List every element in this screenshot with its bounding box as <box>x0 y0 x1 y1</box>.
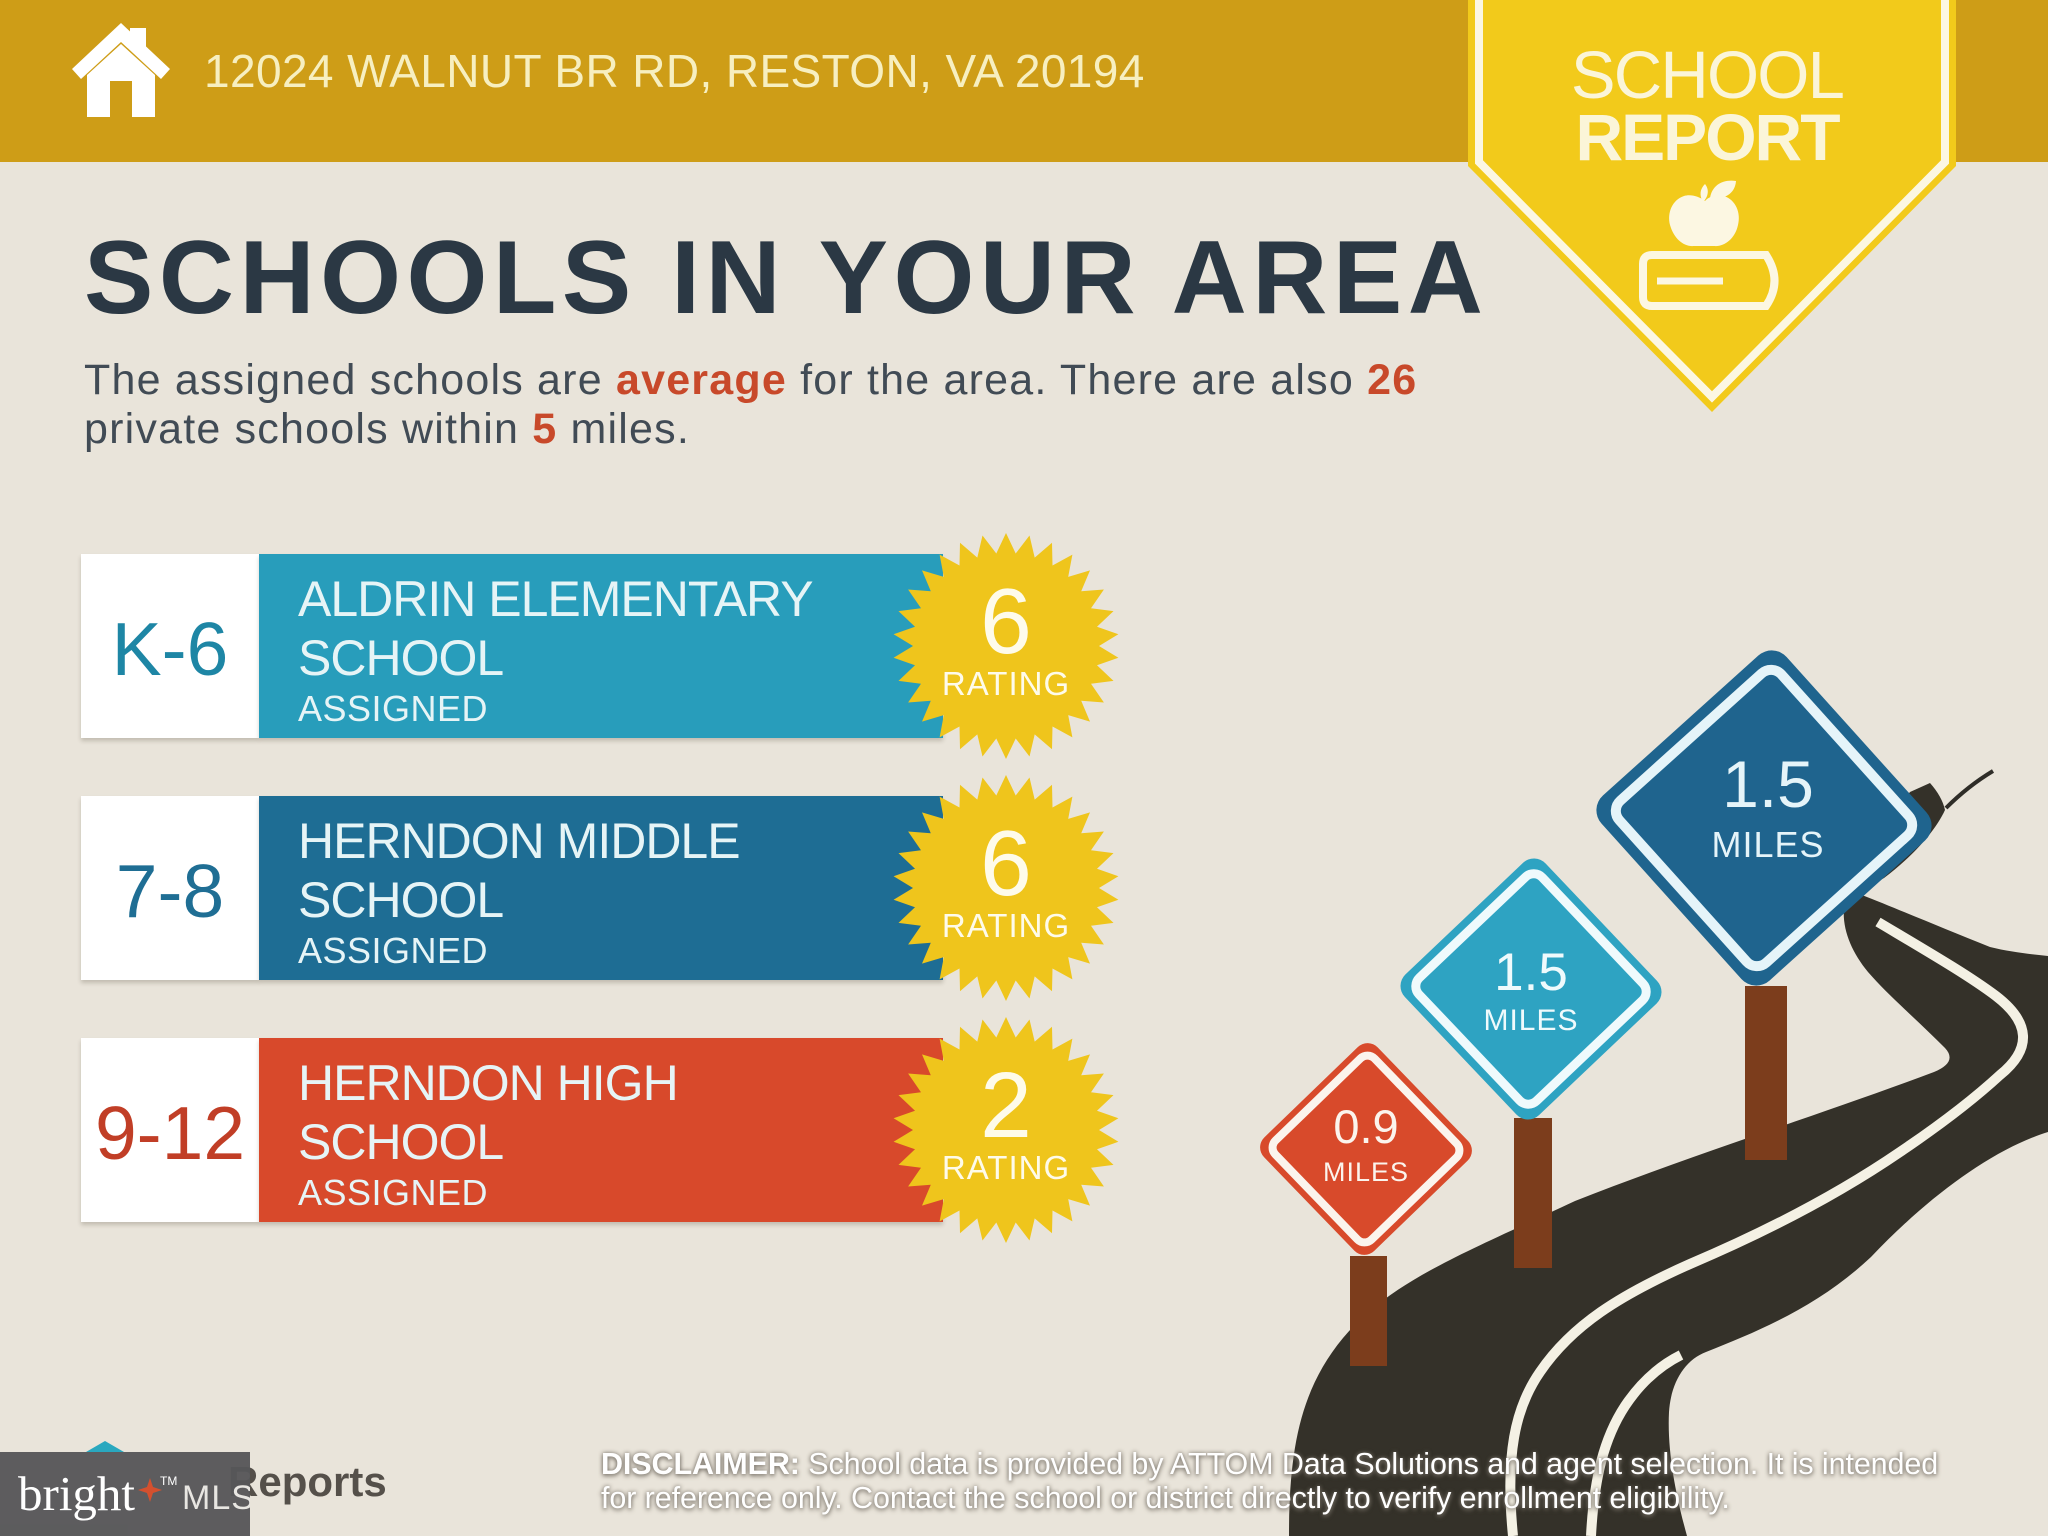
svg-text:1.5: 1.5 <box>1494 943 1568 1002</box>
svg-text:MILES: MILES <box>1711 824 1824 865</box>
svg-text:SCHOOL: SCHOOL <box>1571 38 1844 113</box>
svg-text:REPORT: REPORT <box>1575 100 1840 174</box>
svg-text:RATING: RATING <box>942 665 1070 702</box>
svg-text:1.5: 1.5 <box>1722 747 1814 821</box>
svg-text:6: 6 <box>980 811 1032 915</box>
svg-text:MILES: MILES <box>1483 1004 1578 1037</box>
svg-text:6: 6 <box>980 569 1032 673</box>
svg-text:MILES: MILES <box>1323 1157 1409 1187</box>
svg-text:RATING: RATING <box>942 1149 1070 1186</box>
svg-text:RATING: RATING <box>942 907 1070 944</box>
svg-text:2: 2 <box>980 1053 1032 1157</box>
svg-text:0.9: 0.9 <box>1333 1100 1398 1153</box>
